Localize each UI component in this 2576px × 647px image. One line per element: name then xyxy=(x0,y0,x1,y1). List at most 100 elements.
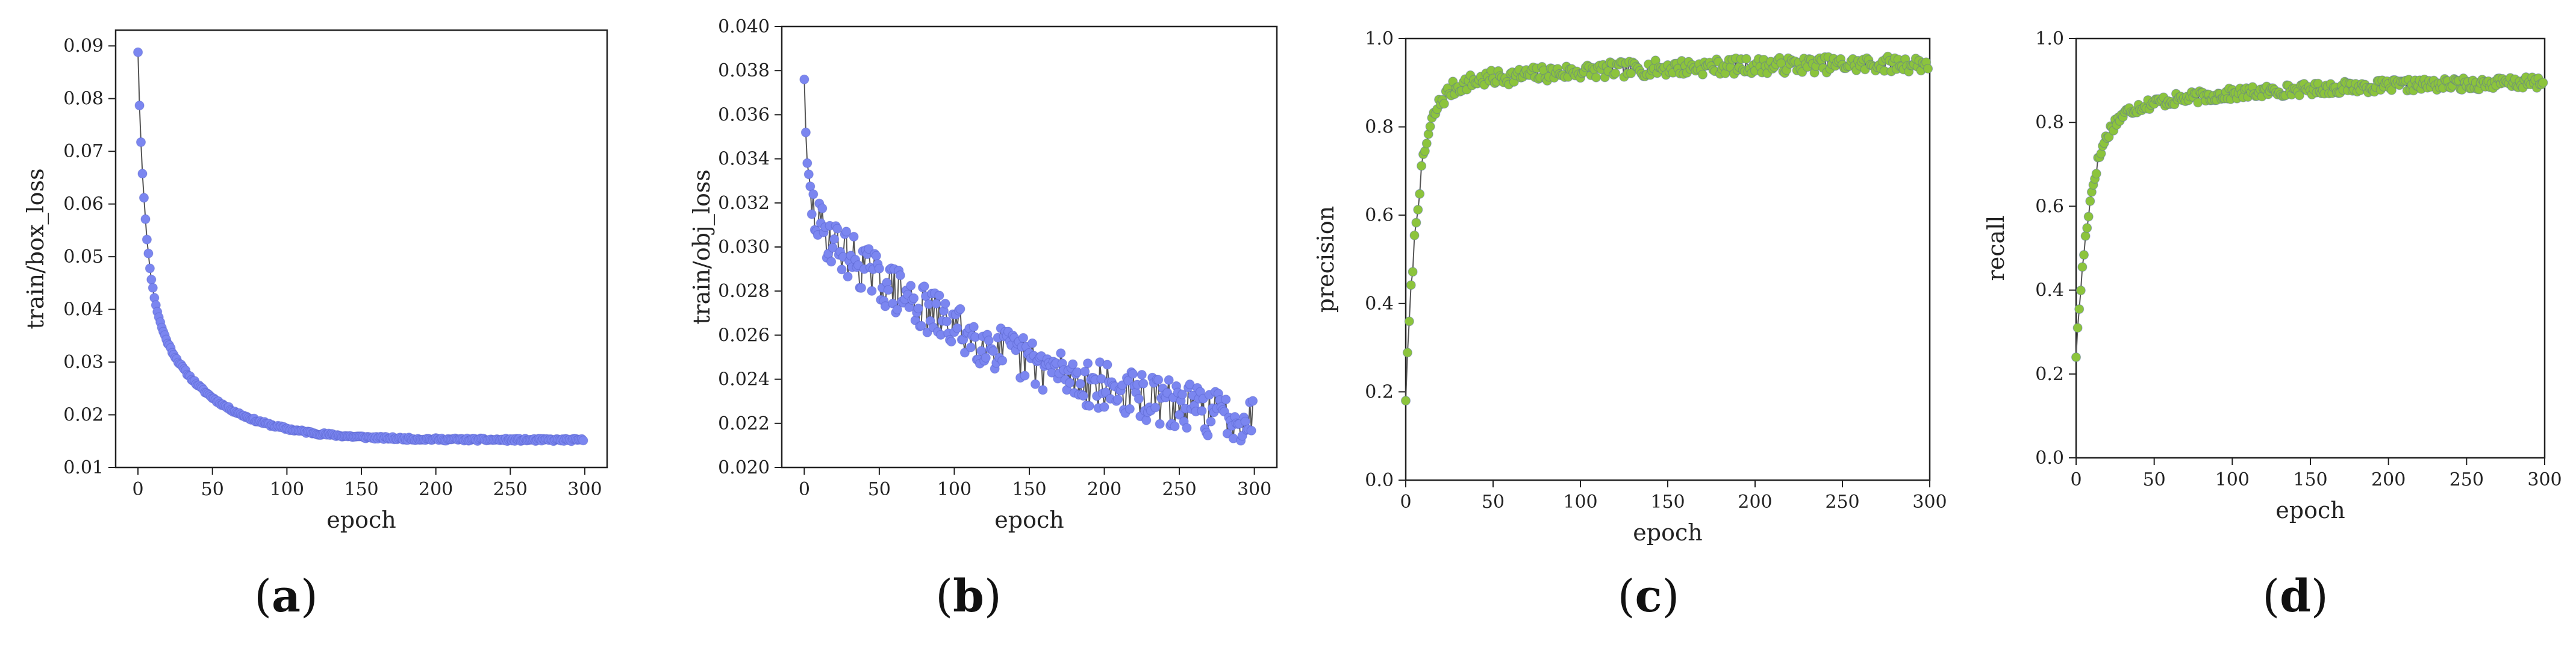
data-point xyxy=(1197,405,1207,416)
y-tick-label: 0.01 xyxy=(63,457,104,478)
y-tick-label: 0.4 xyxy=(2035,280,2064,301)
data-point xyxy=(976,346,987,356)
y-axis-label: precision xyxy=(1312,206,1339,313)
data-point xyxy=(1203,430,1213,441)
data-point xyxy=(2072,323,2083,333)
x-tick-label: 0 xyxy=(1400,492,1411,513)
data-point xyxy=(837,264,847,275)
y-tick-label: 0.0 xyxy=(1365,470,1394,491)
data-point xyxy=(941,316,952,327)
series-line xyxy=(137,52,584,443)
x-tick-label: 250 xyxy=(493,479,528,500)
panel-d: 0 50 100 150 200 250 300 0.0 0.2 0.4 0.6 0.8 1.0 epoc… xyxy=(1983,28,2562,622)
y-tick-label: 0.020 xyxy=(718,457,770,478)
plot-frame xyxy=(114,29,608,469)
data-point xyxy=(1099,402,1109,412)
data-point xyxy=(2386,85,2397,95)
data-point xyxy=(1415,189,1425,199)
data-point xyxy=(1408,267,1418,277)
data-point xyxy=(148,283,158,293)
data-point xyxy=(826,257,837,267)
data-point xyxy=(146,274,157,285)
data-point xyxy=(139,193,149,203)
x-tick-label: 50 xyxy=(1482,492,1505,513)
y-tick-label: 0.024 xyxy=(718,369,770,390)
data-point xyxy=(984,336,994,346)
data-point xyxy=(1402,348,1412,358)
data-point xyxy=(946,336,956,347)
panel-caption: (c) xyxy=(1618,570,1680,622)
data-point xyxy=(1411,217,1421,228)
data-point xyxy=(981,352,991,363)
data-point xyxy=(1182,423,1192,433)
data-point xyxy=(136,137,146,148)
data-point xyxy=(799,74,809,84)
data-point xyxy=(1406,280,1416,290)
data-point xyxy=(1030,379,1041,389)
x-tick-label: 250 xyxy=(2450,469,2484,490)
data-point xyxy=(2538,78,2548,88)
data-point xyxy=(906,281,916,291)
data-point xyxy=(1400,395,1411,406)
data-point xyxy=(1174,410,1185,420)
panel-b: 0 50 100 150 200 250 300 0.020 0.022 0.024 0.026 0.… xyxy=(688,16,1278,622)
data-point xyxy=(2294,90,2304,101)
data-point xyxy=(1038,385,1048,395)
data-point xyxy=(2104,132,2114,142)
x-tick-label: 100 xyxy=(270,479,304,500)
data-point xyxy=(1078,390,1088,401)
y-tick-label: 1.0 xyxy=(2035,28,2064,49)
panel-caption: (d) xyxy=(2262,570,2328,622)
data-point xyxy=(913,303,923,314)
data-point xyxy=(1697,69,1708,80)
y-tick-label: 1.0 xyxy=(1365,28,1394,49)
data-point xyxy=(1591,72,1601,83)
data-point xyxy=(1138,378,1149,389)
y-tick-label: 0.8 xyxy=(2035,112,2064,133)
data-point xyxy=(1084,401,1094,411)
x-tick-label: 200 xyxy=(1087,479,1121,500)
data-point xyxy=(841,227,852,237)
data-point xyxy=(2091,169,2101,179)
data-point xyxy=(864,244,874,254)
y-tick-label: 0.026 xyxy=(718,325,770,346)
x-tick-label: 100 xyxy=(2215,469,2250,490)
y-axis-label: train/obj_loss xyxy=(688,169,716,325)
data-point xyxy=(1080,366,1090,377)
y-tick-label: 0.8 xyxy=(1365,117,1394,138)
x-tick-label: 100 xyxy=(1563,492,1597,513)
series-points xyxy=(1400,51,1933,406)
data-point xyxy=(1421,139,1432,149)
data-point xyxy=(145,263,155,273)
data-point xyxy=(808,189,819,199)
data-point xyxy=(1409,230,1420,240)
data-point xyxy=(916,320,926,331)
data-point xyxy=(1222,428,1232,439)
x-tick-label: 50 xyxy=(2143,469,2166,490)
data-point xyxy=(1027,338,1038,348)
x-tick-label: 150 xyxy=(1650,492,1685,513)
panel-caption: (b) xyxy=(935,570,1002,622)
data-point xyxy=(1425,121,1435,132)
panel-c: 0 50 100 150 200 250 300 0.0 0.2 0.4 0.6 0.8 1.0 epoc… xyxy=(1312,28,1947,622)
data-point xyxy=(1150,402,1161,413)
data-point xyxy=(934,290,944,301)
data-point xyxy=(909,293,919,304)
data-point xyxy=(1170,421,1180,431)
panel-a: 0 50 100 150 200 250 300 0.01 0.02 0.03 0.04 0.05 0.… xyxy=(22,29,608,622)
data-point xyxy=(988,346,999,357)
data-point xyxy=(142,234,152,245)
data-point xyxy=(140,214,151,224)
data-point xyxy=(1075,378,1085,389)
x-tick-label: 50 xyxy=(868,479,891,500)
x-tick-label: 150 xyxy=(344,479,378,500)
y-tick-label: 0.6 xyxy=(1365,205,1394,226)
data-point xyxy=(1923,63,1933,74)
x-tick-label: 200 xyxy=(419,479,453,500)
data-point xyxy=(2075,286,2086,296)
data-point xyxy=(965,342,976,352)
y-tick-label: 0.4 xyxy=(1365,293,1394,314)
y-tick-label: 0.032 xyxy=(718,193,770,214)
y-tick-label: 0.040 xyxy=(718,16,770,37)
data-point xyxy=(802,158,812,168)
